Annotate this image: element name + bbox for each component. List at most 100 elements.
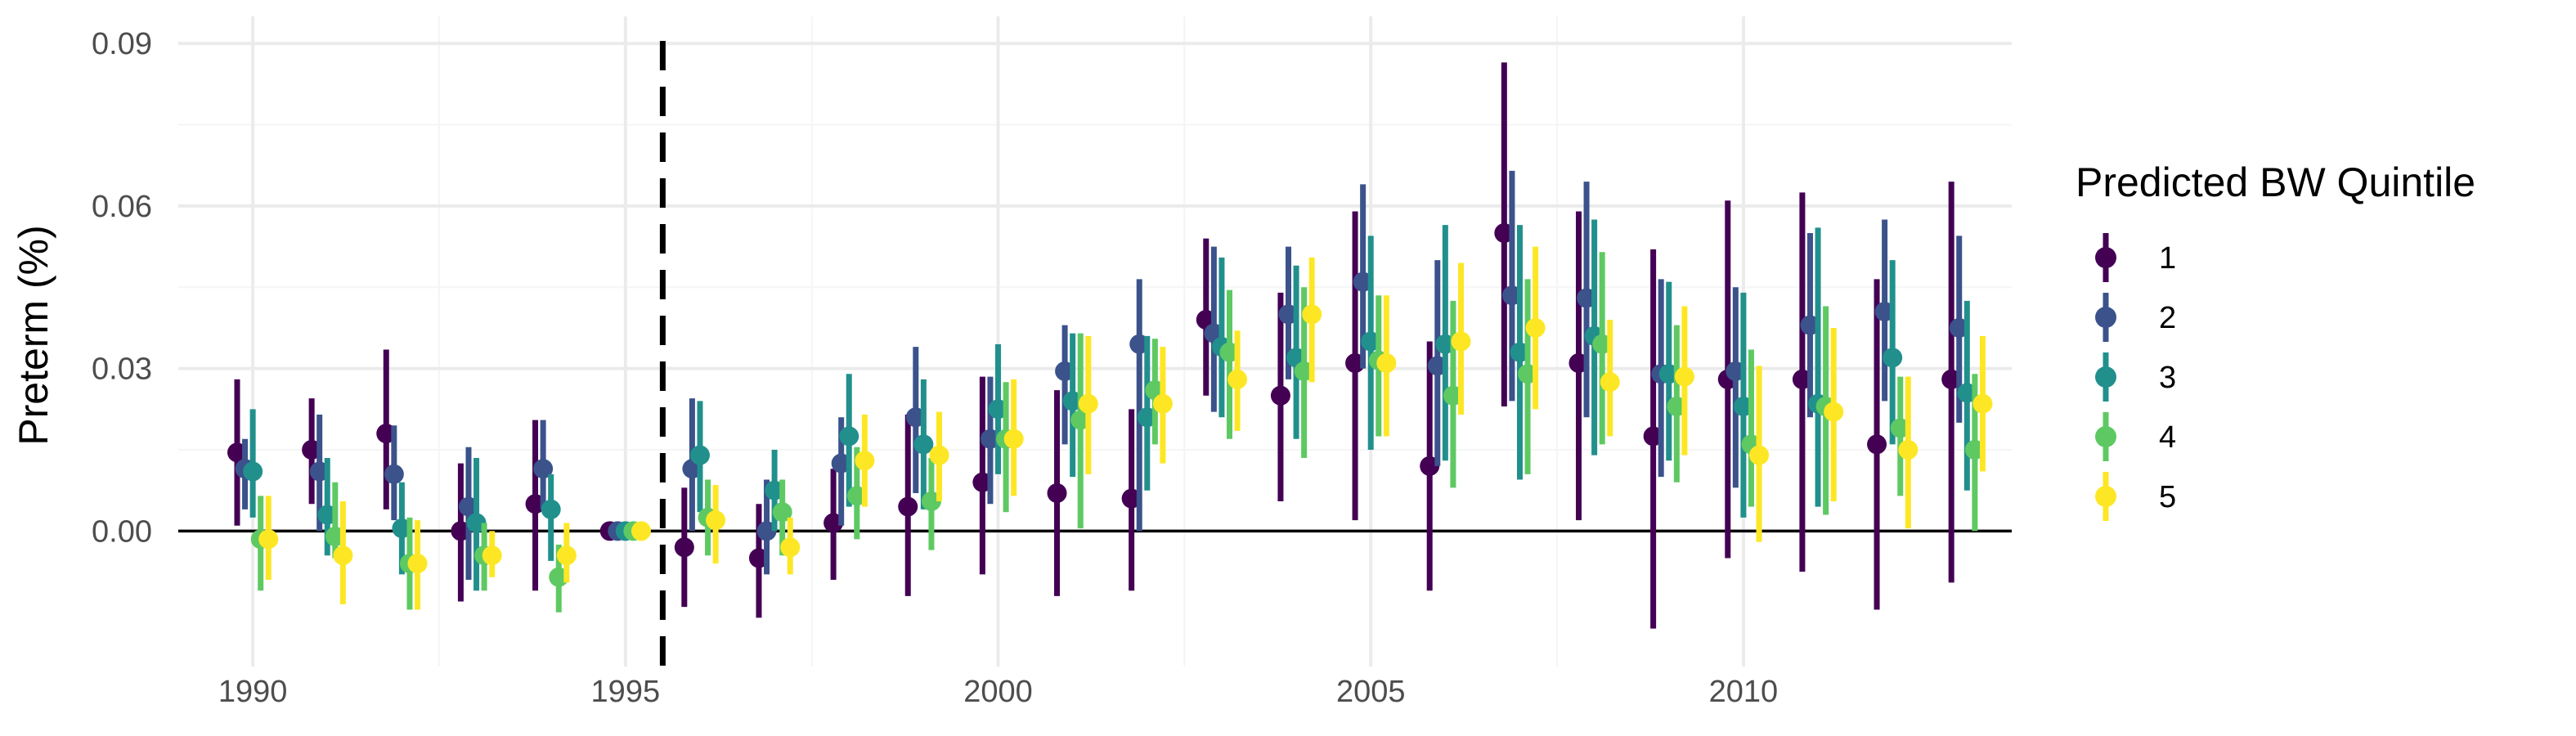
data-point (772, 502, 792, 523)
data-point (407, 554, 428, 574)
data-point (1518, 364, 1538, 384)
data-point (317, 505, 338, 525)
data-point (831, 453, 851, 473)
data-point (466, 513, 487, 533)
x-tick-label: 2010 (1709, 675, 1779, 709)
data-point (392, 518, 412, 539)
data-point (1152, 393, 1173, 414)
data-point (384, 464, 404, 484)
data-point (1219, 342, 1240, 362)
series-1 (227, 62, 1962, 629)
y-tick-label: 0.00 (92, 514, 152, 549)
data-point (1278, 304, 1299, 325)
legend-key-point (2095, 426, 2116, 447)
legend-entry-1: 1 (2095, 233, 2176, 282)
data-point (227, 442, 247, 463)
data-point (824, 513, 844, 533)
data-point (1883, 348, 1903, 368)
data-point (756, 521, 777, 541)
data-point (556, 545, 577, 566)
data-point (1867, 434, 1887, 455)
data-point (1643, 426, 1663, 447)
data-point (541, 499, 561, 519)
data-point (1674, 366, 1694, 387)
legend-entry-2: 2 (2095, 293, 2176, 342)
data-point (376, 424, 397, 444)
series-3 (243, 219, 1977, 591)
x-tick-label: 1990 (218, 675, 288, 709)
data-point (1890, 418, 1910, 438)
data-point (1003, 429, 1024, 449)
data-point (631, 521, 651, 541)
y-tick-label: 0.09 (92, 27, 152, 61)
data-point (1121, 488, 1142, 509)
data-point (1435, 334, 1456, 354)
data-point (1302, 304, 1322, 325)
data-point (748, 548, 769, 568)
x-tick-label: 2000 (963, 675, 1033, 709)
legend-label: 1 (2159, 241, 2176, 276)
y-axis-ticks: 0.00 0.03 0.06 0.09 (92, 27, 152, 549)
data-point (1227, 369, 1248, 389)
data-point (905, 407, 926, 428)
data-point (302, 440, 322, 460)
legend-key-point (2095, 486, 2116, 507)
legend-label: 3 (2159, 361, 2176, 395)
data-point (1047, 483, 1067, 503)
data-point (1800, 315, 1820, 335)
data-point (689, 445, 710, 465)
data-point (765, 480, 785, 500)
data-point (929, 445, 949, 465)
data-point (1070, 410, 1091, 430)
legend-entries: 1 2 3 4 5 (2095, 233, 2176, 521)
data-point (980, 429, 1000, 449)
data-point (1577, 288, 1597, 308)
data-point (988, 399, 1008, 420)
data-point (1420, 456, 1440, 476)
data-point (1055, 361, 1075, 381)
data-point (1427, 356, 1447, 376)
data-point (1510, 342, 1530, 362)
series-5 (258, 246, 1993, 610)
data-point (243, 461, 263, 482)
data-point (482, 545, 502, 566)
data-point (258, 529, 279, 550)
data-point (1898, 440, 1919, 460)
x-tick-label: 1995 (591, 675, 661, 709)
data-point (533, 459, 554, 479)
legend-label: 4 (2159, 420, 2176, 455)
data-point (1494, 223, 1515, 243)
data-point (898, 496, 918, 517)
legend-key-point (2095, 307, 2116, 328)
data-point (1062, 391, 1083, 411)
legend-entry-3: 3 (2095, 352, 2176, 402)
data-point (451, 521, 471, 541)
legend-key-point (2095, 366, 2116, 388)
data-point (1078, 393, 1098, 414)
data-point (855, 451, 875, 471)
legend-entry-4: 4 (2095, 412, 2176, 461)
data-point (1941, 369, 1962, 389)
data-point (1949, 317, 1969, 338)
data-marks (227, 62, 1993, 629)
data-point (1957, 383, 1977, 403)
legend-title: Predicted BW Quintile (2076, 159, 2475, 205)
data-point (1658, 364, 1679, 384)
data-point (1733, 397, 1753, 416)
data-point (1592, 334, 1613, 354)
data-point (1451, 331, 1471, 352)
data-point (921, 491, 941, 511)
data-point (1749, 445, 1770, 465)
data-point (1137, 407, 1157, 428)
data-point (1874, 302, 1895, 322)
data-point (1792, 369, 1812, 389)
legend-label: 5 (2159, 480, 2176, 514)
data-point (1726, 361, 1746, 381)
data-point (1129, 334, 1150, 354)
data-point (839, 426, 859, 447)
data-point (780, 537, 801, 558)
data-point (1568, 353, 1589, 373)
data-point (1525, 317, 1546, 338)
data-point (1345, 353, 1366, 373)
